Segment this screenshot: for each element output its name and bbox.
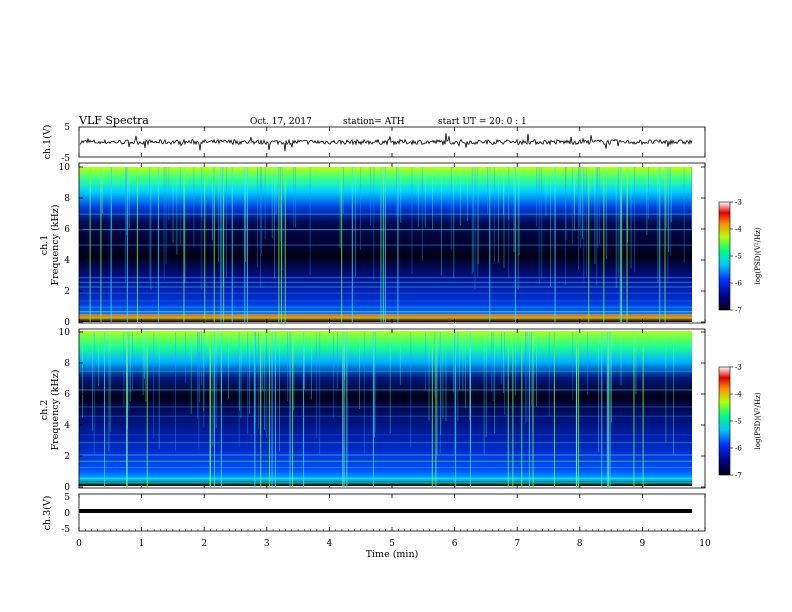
ch1-spectrogram-yticks: 10 8 6 4 2 0 <box>59 163 705 328</box>
ch3-ytick-bottom: -5 <box>61 525 70 535</box>
ch1-ytick-bottom: -5 <box>61 154 70 164</box>
ch1-waveform-panel: 5 -5 ch.1(V) <box>42 123 706 164</box>
ch2-colorbar-ticks: -3 -4 -5 -6 -7 <box>730 364 742 480</box>
ch1-spectrogram-panel: 10 8 6 4 2 0 ch.1 Frequency (kHz) <box>39 162 706 328</box>
ch1-colorbar-label: log(PSD)(V²/Hz) <box>754 227 762 284</box>
time-tick-label: 1 <box>139 539 145 549</box>
ch3-waveform-line <box>79 509 692 513</box>
ch2-spectrogram-bands <box>79 344 692 484</box>
frequency-tick-label: 2 <box>64 287 70 297</box>
time-tick-label: 5 <box>389 539 395 549</box>
frequency-tick-label: 0 <box>64 318 70 328</box>
ch3-ytick-mid: 0 <box>64 509 70 519</box>
frequency-tick-label: 8 <box>64 359 70 369</box>
ch1-waveform-line <box>79 133 693 152</box>
time-tick-label: 3 <box>264 539 270 549</box>
colorbar-tick-label: -6 <box>735 445 742 453</box>
ch1-colorbar: -3 -4 -5 -6 -7 log(PSD)(V²/Hz) <box>718 199 762 315</box>
time-axis: 0 1 2 3 4 5 6 7 8 9 10 <box>76 127 711 549</box>
frequency-tick-label: 10 <box>59 328 71 338</box>
ch1-colorbar-ticks: -3 -4 -5 -6 -7 <box>730 199 742 315</box>
date-label: Oct. 17, 2017 <box>250 117 312 127</box>
figure-title: VLF Spectra <box>78 114 149 127</box>
ch1-spectrogram-channel-label: ch.1 <box>39 235 50 256</box>
ch2-spectrogram-ylabel: Frequency (kHz) <box>50 370 61 451</box>
frequency-tick-label: 0 <box>64 483 70 493</box>
frequency-tick-label: 2 <box>64 452 70 462</box>
ch2-colorbar-label: log(PSD)(V²/Hz) <box>754 392 762 449</box>
ch2-spectrogram-channel-label: ch.2 <box>39 400 50 421</box>
ch3-ylabel: ch.3(V) <box>42 496 53 531</box>
time-tick-label: 9 <box>640 539 646 549</box>
ch1-ylabel: ch.1(V) <box>42 125 53 160</box>
frequency-tick-label: 6 <box>64 225 70 235</box>
time-tick-label: 6 <box>452 539 458 549</box>
ch1-spectrogram-streaks <box>89 167 692 322</box>
colorbar-tick-label: -7 <box>735 472 742 480</box>
frequency-tick-label: 10 <box>59 163 71 173</box>
time-tick-label: 4 <box>327 539 333 549</box>
ch2-colorbar: -3 -4 -5 -6 -7 log(PSD)(V²/Hz) <box>718 364 762 480</box>
time-tick-label: 0 <box>76 539 82 549</box>
time-axis-label: Time (min) <box>366 549 419 560</box>
colorbar-tick-label: -6 <box>735 280 742 288</box>
colorbar-tick-label: -3 <box>735 364 742 372</box>
colorbar-tick-label: -4 <box>735 226 742 234</box>
time-tick-label: 2 <box>201 539 207 549</box>
time-tick-label: 7 <box>514 539 520 549</box>
time-tick-label: 10 <box>699 539 711 549</box>
ch3-ytick-top: 5 <box>64 493 70 503</box>
colorbar-tick-label: -7 <box>735 307 742 315</box>
frequency-tick-label: 4 <box>64 256 70 266</box>
start-time-label: start UT = 20: 0 : 1 <box>438 117 527 127</box>
station-label: station= ATH <box>343 117 405 127</box>
ch2-spectrogram-streaks <box>82 332 674 487</box>
ch2-spectrogram-panel: 10 8 6 4 2 0 ch.2 Frequency (kHz) <box>39 328 706 493</box>
time-tick-label: 8 <box>577 539 583 549</box>
colorbar-tick-label: -3 <box>735 199 742 207</box>
ch2-spectrogram-yticks: 10 8 6 4 2 0 <box>59 328 705 493</box>
frequency-tick-label: 6 <box>64 390 70 400</box>
colorbar-tick-label: -4 <box>735 391 742 399</box>
frequency-tick-label: 8 <box>64 194 70 204</box>
frequency-tick-label: 4 <box>64 421 70 431</box>
ch2-spectrogram-image <box>79 331 692 486</box>
ch1-ytick-top: 5 <box>64 123 70 133</box>
ch1-spectrogram-ylabel: Frequency (kHz) <box>50 205 61 286</box>
colorbar-tick-label: -5 <box>735 418 742 426</box>
colorbar-tick-label: -5 <box>735 253 742 261</box>
ch3-waveform-panel: 5 0 -5 ch.3(V) <box>42 493 706 535</box>
